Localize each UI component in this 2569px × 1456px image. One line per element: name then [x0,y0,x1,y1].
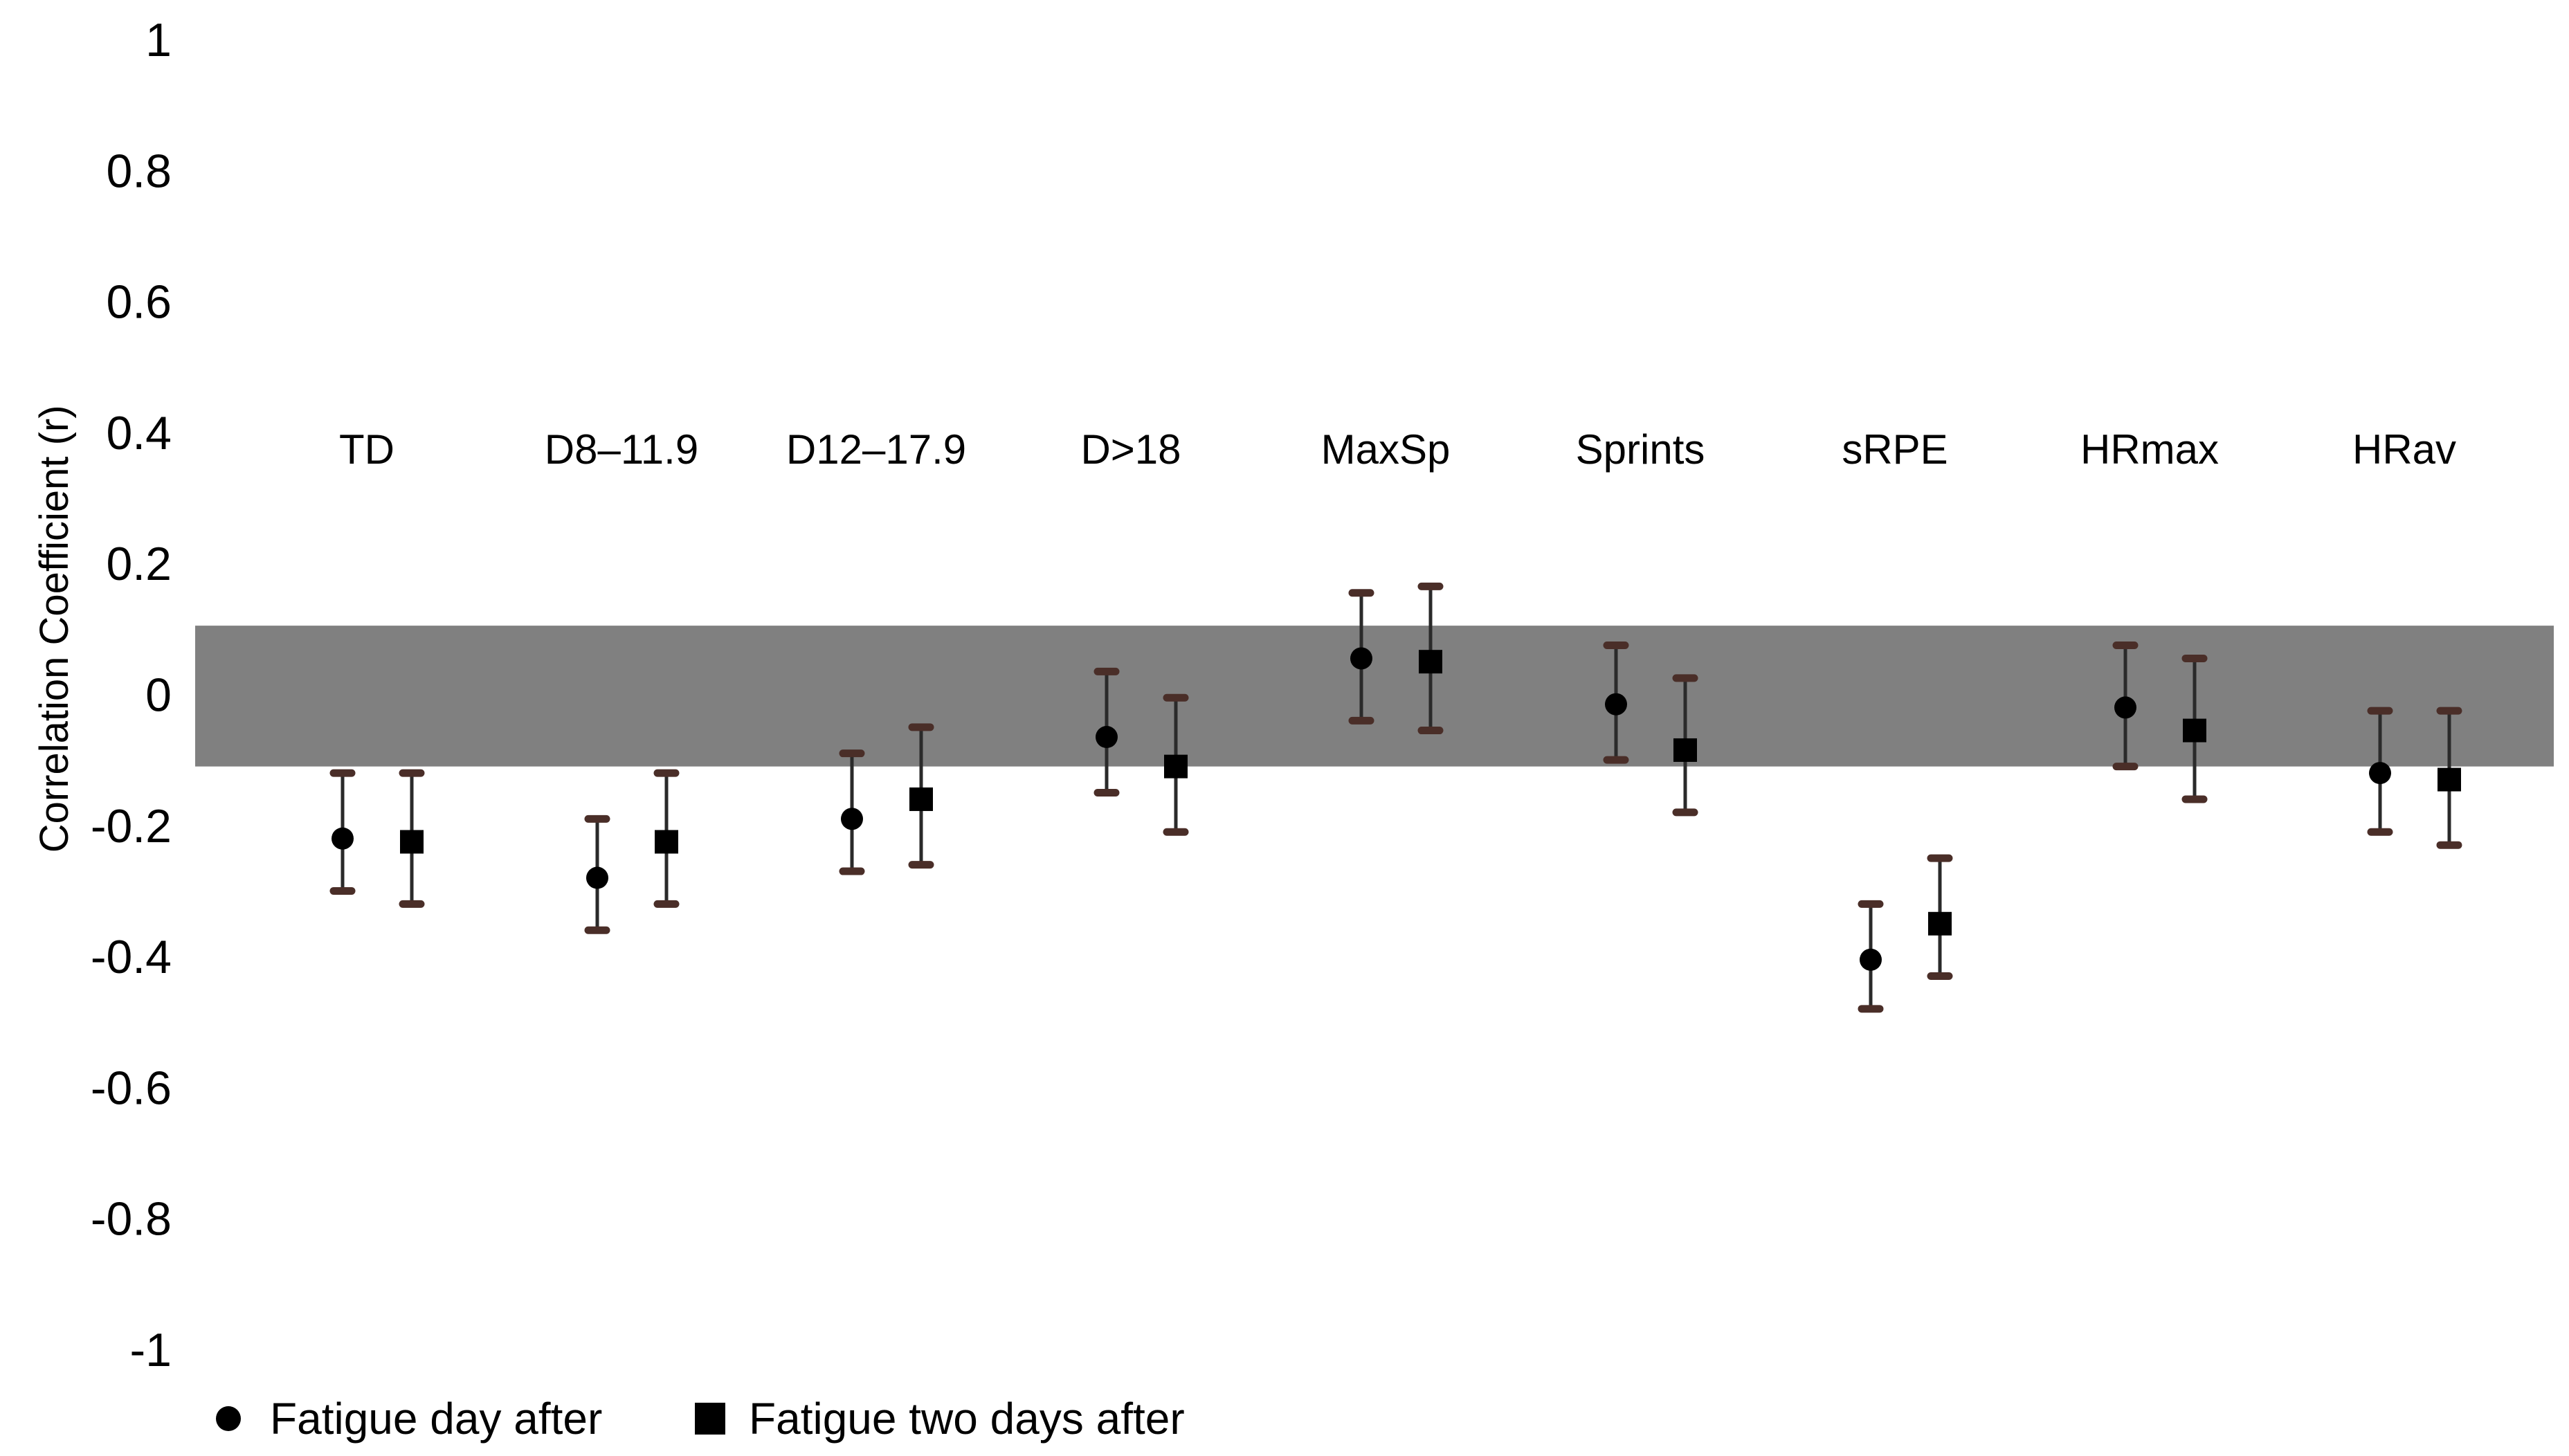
y-tick-label: -0.4 [91,931,172,983]
y-axis-label: Correlation Coefficient (r) [32,405,77,853]
point-fatigue-day-after [1605,693,1627,716]
y-tick-label: 1 [145,14,172,66]
category-label: Sprints [1576,426,1705,473]
category-label: D8–11.9 [545,426,698,473]
y-tick-label: 0.8 [106,145,172,197]
y-tick-label: 0.6 [106,276,172,329]
point-fatigue-two-days-after [400,830,424,854]
point-fatigue-two-days-after [2183,718,2206,743]
category-label: TD [339,426,394,473]
point-fatigue-two-days-after [909,787,933,811]
point-fatigue-day-after [1350,647,1372,670]
point-fatigue-two-days-after [1928,911,1952,936]
significance-band [195,626,2554,767]
y-tick-label: 0 [145,669,172,722]
point-fatigue-day-after [1096,726,1118,749]
y-tick-label: -0.6 [91,1062,172,1114]
category-labels: TD D8–11.9 D12–17.9 D>18 MaxSp Sprints sRPE HRm… [339,426,2456,473]
category-label: MaxSp [1321,426,1451,473]
point-fatigue-day-after [2369,762,2391,785]
category-label: D>18 [1080,426,1181,473]
point-fatigue-two-days-after [2438,767,2461,792]
point-fatigue-two-days-after [1673,738,1697,762]
point-fatigue-day-after [2114,696,2136,719]
y-tick-label: -1 [130,1324,172,1376]
point-fatigue-day-after [1860,948,1882,971]
legend-square-marker [695,1403,725,1435]
y-tick-label: -0.8 [91,1193,172,1246]
point-fatigue-two-days-after [1164,754,1188,779]
category-label: sRPE [1842,426,1948,473]
legend: Fatigue day after Fatigue two days after [216,1394,1185,1444]
data-points [332,647,2461,971]
category-label: D12–17.9 [786,426,966,473]
y-tick-label: 0.4 [106,407,172,459]
point-fatigue-two-days-after [1419,650,1442,674]
point-fatigue-day-after [332,827,354,850]
y-tick-label: -0.2 [91,800,172,853]
point-fatigue-day-after [586,866,608,889]
category-label: HRav [2352,426,2456,473]
y-axis: 1 0.8 0.6 0.4 0.2 0 -0.2 -0.4 -0.6 -0.8 -1 [91,14,172,1376]
point-fatigue-day-after [841,808,863,830]
legend-circle-marker [216,1406,241,1431]
point-fatigue-two-days-after [655,830,678,854]
legend-label: Fatigue two days after [749,1394,1185,1444]
y-tick-label: 0.2 [106,538,172,590]
category-label: HRmax [2080,426,2219,473]
legend-label: Fatigue day after [270,1394,602,1444]
